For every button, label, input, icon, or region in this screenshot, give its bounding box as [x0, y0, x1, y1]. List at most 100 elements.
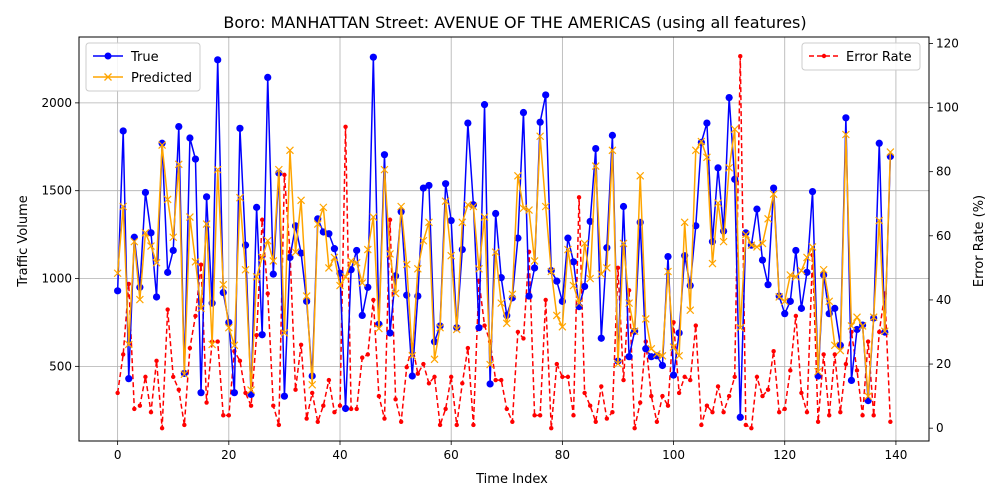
- legend-left: True Predicted: [85, 42, 201, 92]
- error-rate-point: [593, 419, 598, 424]
- predicted-point: [313, 220, 322, 228]
- error-rate-point: [715, 384, 721, 389]
- true-point: [675, 329, 683, 337]
- predicted-point: [502, 319, 511, 328]
- predicted-point: [819, 265, 828, 274]
- error-rate-point: [649, 393, 654, 399]
- true-point: [264, 73, 272, 81]
- error-rate-point: [732, 374, 737, 380]
- error-rate-point: [560, 374, 565, 380]
- y-axis-label: Traffic Volume: [16, 195, 31, 288]
- true-point: [147, 229, 155, 237]
- error-rate-point: [154, 358, 159, 364]
- error-rate-point: [315, 419, 320, 424]
- error-rate-point: [443, 406, 448, 412]
- predicted-point: [363, 245, 372, 254]
- error-rate-point: [871, 413, 876, 418]
- error-rate-point: [738, 54, 743, 59]
- predicted-point: [669, 343, 678, 351]
- predicted-point: [180, 370, 189, 379]
- predicted-point: [808, 242, 817, 251]
- error-rate-point: [221, 413, 226, 418]
- predicted-point: [591, 162, 600, 171]
- x-tick-label: 120: [773, 448, 796, 462]
- predicted-point: [252, 272, 261, 281]
- error-rate-point: [504, 406, 509, 412]
- right-y-axis-ticks: 0 20 40 60 80 100 120: [929, 36, 959, 435]
- error-rate-point: [682, 374, 687, 380]
- true-point: [186, 134, 194, 142]
- predicted-point: [475, 264, 483, 273]
- y2-axis-label: Error Rate (%): [972, 195, 987, 287]
- predicted-point: [741, 230, 750, 239]
- legend-true-marker: [104, 52, 112, 60]
- error-rate-point: [554, 361, 560, 367]
- true-point: [480, 101, 489, 109]
- error-rate-point: [387, 217, 393, 222]
- true-point: [114, 287, 122, 295]
- predicted-series: [113, 125, 895, 401]
- y2-tick-label: 60: [936, 229, 951, 243]
- predicted-point: [352, 258, 361, 267]
- true-point: [669, 371, 678, 379]
- predicted-point: [580, 239, 589, 248]
- error-rate-point: [821, 352, 826, 357]
- error-rate-point: [726, 393, 732, 399]
- error-rate-point: [460, 381, 465, 386]
- true-point: [253, 203, 261, 211]
- true-point: [658, 361, 667, 370]
- true-point: [325, 230, 333, 238]
- true-point: [553, 277, 561, 285]
- error-rate-point: [376, 393, 382, 399]
- error-rate-point: [688, 377, 693, 383]
- error-rate-point: [382, 416, 387, 421]
- error-rate-point: [587, 403, 593, 408]
- predicted-point: [163, 195, 172, 204]
- predicted-point: [202, 220, 211, 228]
- error-rate-point: [638, 400, 643, 405]
- x-tick-label: 80: [555, 448, 570, 462]
- error-rate-point: [398, 419, 404, 424]
- true-point: [525, 292, 533, 300]
- predicted-point: [564, 245, 572, 254]
- predicted-point: [258, 253, 267, 262]
- true-point: [764, 281, 772, 289]
- predicted-point: [374, 324, 383, 333]
- x-axis-ticks: 0 20 40 60 80 100 120 140: [114, 441, 907, 462]
- true-point: [369, 53, 377, 61]
- error-rate-point: [749, 425, 754, 431]
- predicted-point: [213, 165, 222, 174]
- predicted-point: [369, 213, 378, 221]
- true-point: [881, 328, 889, 336]
- error-rate-point: [543, 297, 548, 303]
- error-rate-point: [310, 390, 315, 396]
- predicted-point: [274, 165, 283, 174]
- predicted-point: [847, 322, 856, 330]
- error-rate-point: [132, 406, 137, 412]
- true-point: [542, 91, 550, 99]
- predicted-point: [686, 306, 695, 315]
- true-point: [297, 249, 305, 257]
- predicted-point: [513, 171, 522, 180]
- predicted-point: [219, 280, 228, 289]
- predicted-point: [508, 290, 517, 299]
- error-rate-point: [699, 422, 704, 428]
- error-rate-point: [448, 374, 454, 380]
- predicted-point: [169, 233, 178, 242]
- error-rate-point: [615, 265, 621, 271]
- true-point: [808, 187, 817, 196]
- true-point: [447, 216, 455, 225]
- predicted-point: [841, 130, 850, 139]
- predicted-point: [719, 237, 728, 246]
- predicted-point: [886, 148, 895, 156]
- y-tick-label: 2000: [41, 96, 72, 110]
- true-point: [742, 229, 750, 237]
- x-tick-label: 20: [221, 448, 236, 462]
- predicted-point: [636, 171, 645, 180]
- y2-tick-label: 80: [936, 165, 951, 179]
- true-point: [786, 297, 794, 305]
- true-point: [692, 222, 700, 230]
- true-point: [330, 245, 339, 253]
- legend-predicted-marker: [104, 73, 112, 81]
- predicted-point: [530, 257, 539, 265]
